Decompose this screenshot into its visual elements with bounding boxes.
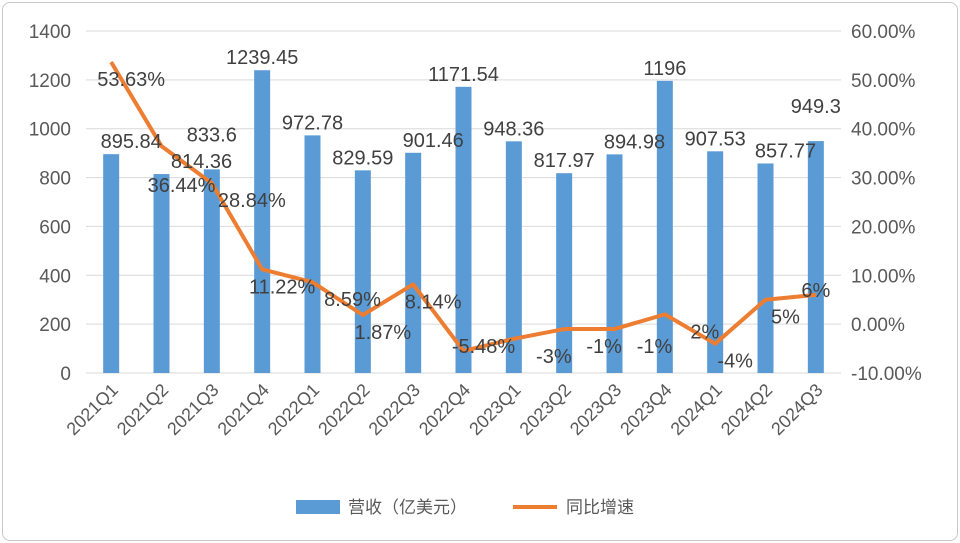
bar [455,86,472,374]
bar [606,154,623,373]
bar [103,154,120,373]
left-tick-label: 0 [60,364,71,385]
line-data-label: -5.48% [452,336,516,358]
legend-bar-label: 营收（亿美元） [348,498,467,517]
bar-data-label: 1196 [643,58,686,80]
category-label: 2022Q4 [415,380,474,439]
line-point [312,281,313,283]
bar [254,70,271,374]
bar-data-label: 857.77 [755,140,816,162]
category-label: 2021Q4 [214,380,273,439]
line-data-label: 5% [771,307,800,329]
bar [153,174,170,373]
line-data-label: 1.87% [354,322,411,344]
bar-data-label: 833.6 [187,124,237,146]
bar [354,170,371,373]
bar [203,169,220,373]
combo-chart: 0 200 400 600 800 1000 1200 1400 -10.00% 0.00% 10.… [29,22,922,517]
line-point [664,313,666,315]
right-tick-label: 60.00% [851,22,916,43]
bar [505,141,522,373]
line-point [563,328,565,330]
category-label: 2021Q3 [163,380,222,439]
line-data-label: 28.84% [218,190,286,212]
category-label: 2021Q1 [63,380,122,439]
left-tick-label: 600 [39,217,71,238]
line-data-label: -1% [586,336,622,358]
line-point [211,182,213,184]
category-label: 2024Q1 [667,380,726,439]
right-tick-label: 0.00% [851,315,905,336]
line-point [815,294,817,296]
right-tick-label: 10.00% [851,266,916,287]
left-tick-label: 1000 [29,120,71,141]
category-label: 2024Q2 [717,380,776,439]
line-point [614,328,615,330]
line-data-label: 36.44% [148,175,216,197]
bar [304,135,321,373]
line-data-label: -4% [717,351,753,373]
bar [656,80,673,373]
category-label: 2022Q2 [314,380,373,439]
category-label: 2023Q1 [465,380,524,439]
line-point [513,338,515,340]
bar-data-label: 1239.45 [226,47,298,69]
line-data-label: 11.22% [249,276,316,298]
bar-data-label: 948.36 [483,118,544,140]
left-tick-label: 200 [39,315,71,336]
category-label: 2024Q3 [767,380,826,439]
bar-data-label: 907.53 [685,128,746,150]
line-point [412,283,414,285]
line-point [714,343,716,345]
bar [757,163,774,373]
category-label: 2023Q4 [616,380,675,439]
category-label: 2023Q2 [516,380,575,439]
bar-data-label: 901.46 [403,130,464,152]
right-tick-label: 20.00% [851,217,916,238]
legend-bar-swatch [296,500,340,514]
bar [405,152,422,373]
bar-data-label: 949.3 [791,96,841,118]
right-tick-label: 30.00% [851,169,916,190]
line-point [261,268,263,270]
bar [707,151,724,373]
line-data-label: 8.59% [324,289,381,311]
line-point [110,61,112,63]
bar-data-label: 1171.54 [428,64,499,86]
bar-data-label: 817.97 [534,150,595,172]
legend-line-label: 同比增速 [566,498,634,517]
left-tick-label: 800 [39,169,71,190]
line-point [362,314,364,316]
line-data-label: 2% [690,321,719,343]
category-label: 2022Q3 [365,380,424,439]
bar-data-label: 894.98 [604,131,665,153]
bar [556,173,573,373]
line-data-label: -3% [536,346,572,368]
bar-data-label: 829.59 [332,147,393,169]
line-point [161,145,162,147]
line-data-label: 53.63% [97,69,165,91]
category-label: 2021Q2 [113,380,172,439]
category-label: 2022Q1 [264,380,323,439]
line-data-label: 8.14% [405,291,462,313]
line-data-label: 6% [801,280,830,302]
right-tick-label: 50.00% [851,71,916,92]
bar-data-label: 895.84 [101,131,162,153]
category-label: 2023Q3 [566,380,625,439]
bar-data-label: 814.36 [171,151,232,173]
left-tick-label: 400 [39,266,71,287]
bar-data-label: 972.78 [282,112,343,134]
left-tick-label: 1200 [29,71,71,92]
line-point [765,299,766,301]
right-tick-label: 40.00% [851,120,916,141]
bar [807,141,824,373]
right-tick-label: -10.00% [851,364,922,385]
line-point [463,350,464,352]
left-tick-label: 1400 [29,22,71,43]
line-data-label: -1% [637,336,673,358]
